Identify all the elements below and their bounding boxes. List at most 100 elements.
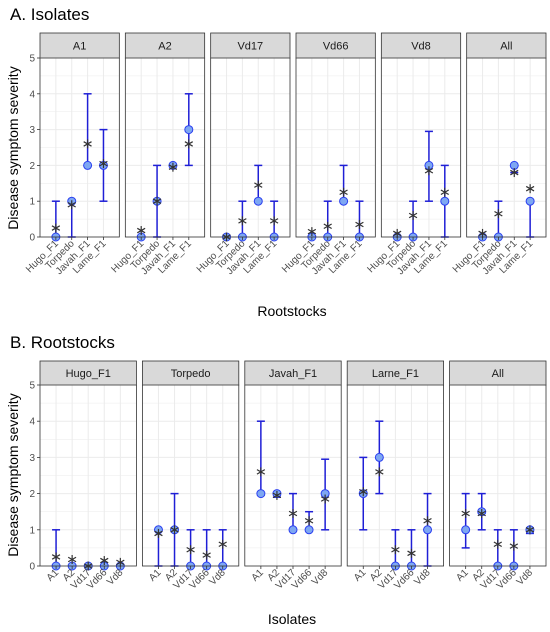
facet-border [39, 57, 120, 238]
mean-point [493, 539, 503, 549]
x-tick-label: Vd8 [310, 567, 331, 588]
mean-point [423, 516, 432, 526]
facet-strip-label: Vd66 [323, 41, 349, 53]
mean-point [154, 528, 163, 538]
x-tick-label: Vd8 [207, 567, 228, 588]
mean-point [407, 548, 416, 558]
median-point [374, 452, 384, 462]
mean-point [116, 557, 125, 567]
mean-point [510, 168, 519, 178]
mean-stroke [392, 230, 402, 237]
mean-point [100, 556, 109, 566]
mean-point [83, 139, 92, 149]
y-tick-label: 2 [29, 161, 35, 172]
x-tick-label: Vd8 [105, 567, 126, 588]
mean-stroke [391, 546, 400, 553]
facet-border [466, 57, 547, 238]
mean-stroke [67, 202, 76, 208]
mean-stroke [136, 227, 146, 234]
mean-stroke [168, 164, 178, 170]
mean-stroke [51, 554, 61, 560]
mean-stroke [99, 160, 108, 167]
median-point [339, 196, 349, 206]
mean-point [424, 166, 434, 176]
mean-point [304, 516, 314, 526]
y-tick-label: 5 [29, 381, 35, 392]
mean-point [359, 487, 368, 497]
mean-stroke [494, 210, 503, 217]
facet-strip-label: Javah_F1 [269, 368, 317, 380]
facet-strip-label: Vd8 [411, 41, 431, 53]
mean-stroke [254, 182, 263, 188]
mean-stroke [218, 541, 227, 548]
mean-point [461, 509, 470, 519]
mean-stroke [51, 225, 61, 231]
mean-point [408, 211, 418, 221]
facet-border [380, 57, 462, 238]
mean-point [478, 228, 487, 238]
y-tick-label: 0 [29, 562, 35, 573]
y-tick-label: 1 [29, 197, 35, 208]
median-point [525, 196, 535, 206]
facet-strip-label: Vd17 [237, 41, 263, 53]
x-tick-label: A1 [352, 567, 369, 584]
panel-b-ylabel: Disease symptom severity [5, 393, 21, 556]
mean-point [272, 490, 282, 500]
mean-stroke [304, 517, 314, 524]
y-tick-label: 2 [29, 489, 35, 500]
mean-point [238, 216, 247, 226]
mean-point [218, 539, 227, 549]
mean-stroke [238, 218, 247, 224]
x-tick-label: A1 [147, 567, 164, 584]
mean-point [440, 187, 450, 197]
facet-strip [295, 32, 376, 59]
facet-strip [346, 360, 445, 386]
mean-point [509, 541, 519, 551]
mean-stroke [67, 556, 77, 563]
mean-point [152, 196, 162, 206]
mean-point [184, 139, 194, 149]
mean-stroke [320, 496, 330, 502]
mean-point [51, 223, 61, 233]
mean-point [320, 494, 330, 504]
y-tick-label: 4 [29, 89, 35, 100]
mean-stroke [152, 198, 162, 204]
mean-stroke [83, 141, 92, 147]
facet-border [124, 57, 206, 238]
mean-stroke [184, 141, 194, 147]
mean-point [170, 525, 179, 535]
panel-a-title: A. Isolates [10, 5, 89, 24]
panel-b-xlabel: Isolates [268, 611, 316, 627]
mean-stroke [202, 552, 211, 558]
mean-point [391, 545, 400, 555]
median-point [288, 525, 298, 535]
mean-stroke [323, 223, 332, 230]
panel-b-title: B. Rootstocks [10, 333, 115, 352]
mean-stroke [510, 169, 519, 176]
mean-stroke [461, 510, 470, 517]
y-tick-label: 0 [29, 233, 35, 244]
y-tick-label: 4 [29, 417, 35, 428]
facet-strip [39, 360, 137, 386]
median-point [253, 196, 263, 206]
facet-strip-label: A2 [158, 41, 171, 53]
facet-strip-label: Hugo_F1 [66, 368, 111, 380]
mean-point [136, 226, 146, 236]
y-tick-label: 3 [29, 453, 35, 464]
mean-point [269, 216, 279, 226]
mean-stroke [509, 543, 519, 549]
mean-point [392, 228, 402, 238]
mean-point [67, 200, 76, 210]
mean-stroke [100, 557, 109, 564]
mean-stroke [269, 218, 279, 224]
mean-stroke [339, 189, 348, 196]
mean-point [477, 509, 486, 519]
median-point [184, 125, 194, 135]
x-tick-label: A1 [45, 567, 62, 584]
